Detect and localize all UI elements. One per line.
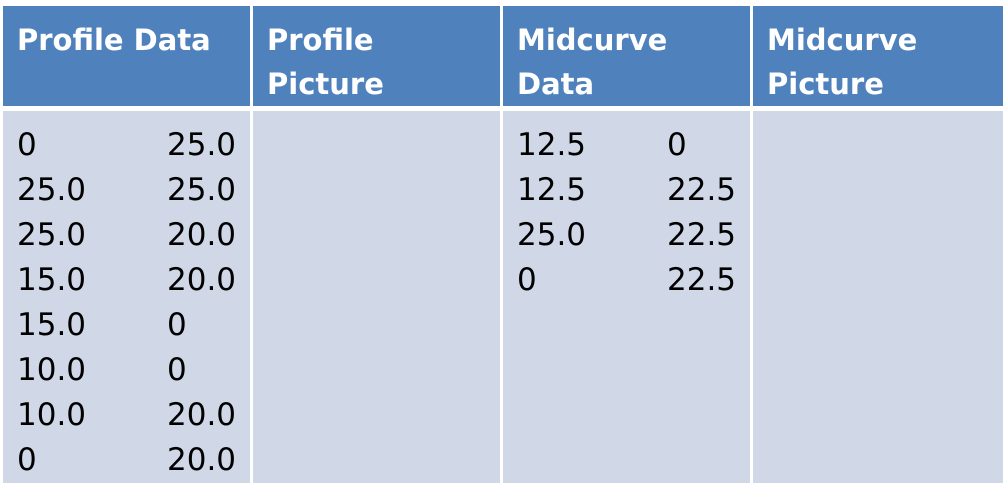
- profile-point: 15.0 0: [17, 303, 250, 348]
- x-value: 0: [517, 262, 537, 298]
- y-value: 20.0: [167, 262, 237, 298]
- y-value: 0: [167, 307, 187, 343]
- midcurve-point: 0 22.5: [517, 258, 750, 303]
- y-value: 22.5: [667, 172, 737, 208]
- profile-data-cell: 0 25.0 25.0 25.0 25.0 20.0 15.0 20.0 15.0 0 1…: [3, 111, 253, 483]
- header-midcurve-picture: Midcurve Picture: [753, 6, 1003, 111]
- y-value: 0: [667, 127, 687, 163]
- midcurve-picture-cell: [753, 111, 1003, 483]
- y-value: 22.5: [667, 262, 737, 298]
- header-midcurve-data: Midcurve Data: [503, 6, 753, 111]
- header-row: Profile Data Profile Picture Midcurve Da…: [3, 6, 1003, 111]
- y-value: 22.5: [667, 217, 737, 253]
- data-table: Profile Data Profile Picture Midcurve Da…: [3, 6, 1003, 483]
- x-value: 15.0: [17, 307, 87, 343]
- x-value: 0: [17, 442, 37, 478]
- y-value: 25.0: [167, 127, 237, 163]
- x-value: 10.0: [17, 397, 87, 433]
- profile-point: 0 20.0: [17, 438, 250, 483]
- header-profile-data: Profile Data: [3, 6, 253, 111]
- profile-picture-cell: [253, 111, 503, 483]
- y-value: 20.0: [167, 442, 237, 478]
- midcurve-point: 12.5 0: [517, 123, 750, 168]
- y-value: 25.0: [167, 172, 237, 208]
- x-value: 12.5: [517, 172, 587, 208]
- body-row: 0 25.0 25.0 25.0 25.0 20.0 15.0 20.0 15.0 0 1…: [3, 111, 1003, 483]
- x-value: 10.0: [17, 352, 87, 388]
- x-value: 12.5: [517, 127, 587, 163]
- profile-point: 25.0 20.0: [17, 213, 250, 258]
- x-value: 15.0: [17, 262, 87, 298]
- midcurve-point: 25.0 22.5: [517, 213, 750, 258]
- y-value: 0: [167, 352, 187, 388]
- x-value: 25.0: [517, 217, 587, 253]
- midcurve-data-cell: 12.5 0 12.5 22.5 25.0 22.5 0 22.5: [503, 111, 753, 483]
- profile-point: 10.0 20.0: [17, 393, 250, 438]
- profile-point: 0 25.0: [17, 123, 250, 168]
- profile-point: 15.0 20.0: [17, 258, 250, 303]
- x-value: 0: [17, 127, 37, 163]
- header-profile-picture: Profile Picture: [253, 6, 503, 111]
- x-value: 25.0: [17, 172, 87, 208]
- profile-point: 10.0 0: [17, 348, 250, 393]
- y-value: 20.0: [167, 217, 237, 253]
- midcurve-point: 12.5 22.5: [517, 168, 750, 213]
- profile-point: 25.0 25.0: [17, 168, 250, 213]
- y-value: 20.0: [167, 397, 237, 433]
- x-value: 25.0: [17, 217, 87, 253]
